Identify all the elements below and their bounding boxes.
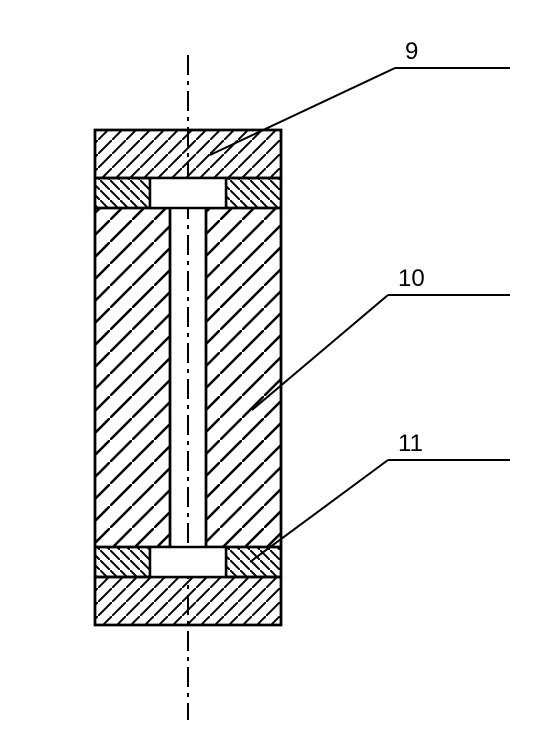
upper-ring-right — [226, 178, 281, 208]
lower-ring-gap — [150, 547, 226, 577]
cross-section-diagram: 9 10 11 — [0, 0, 547, 739]
upper-ring-gap — [150, 178, 226, 208]
diagram-svg — [0, 0, 547, 739]
upper-ring-left — [95, 178, 150, 208]
callout-label-11: 11 — [398, 430, 423, 458]
callout-label-9: 9 — [405, 38, 418, 66]
callout-9-leader — [210, 68, 395, 155]
lower-ring-right — [226, 547, 281, 577]
body-wall-left — [95, 208, 170, 547]
lower-ring-left — [95, 547, 150, 577]
top-cap-hatch — [95, 130, 281, 178]
body-wall-right — [206, 208, 281, 547]
bottom-cap-hatch — [95, 577, 281, 625]
callout-label-10: 10 — [398, 265, 425, 293]
